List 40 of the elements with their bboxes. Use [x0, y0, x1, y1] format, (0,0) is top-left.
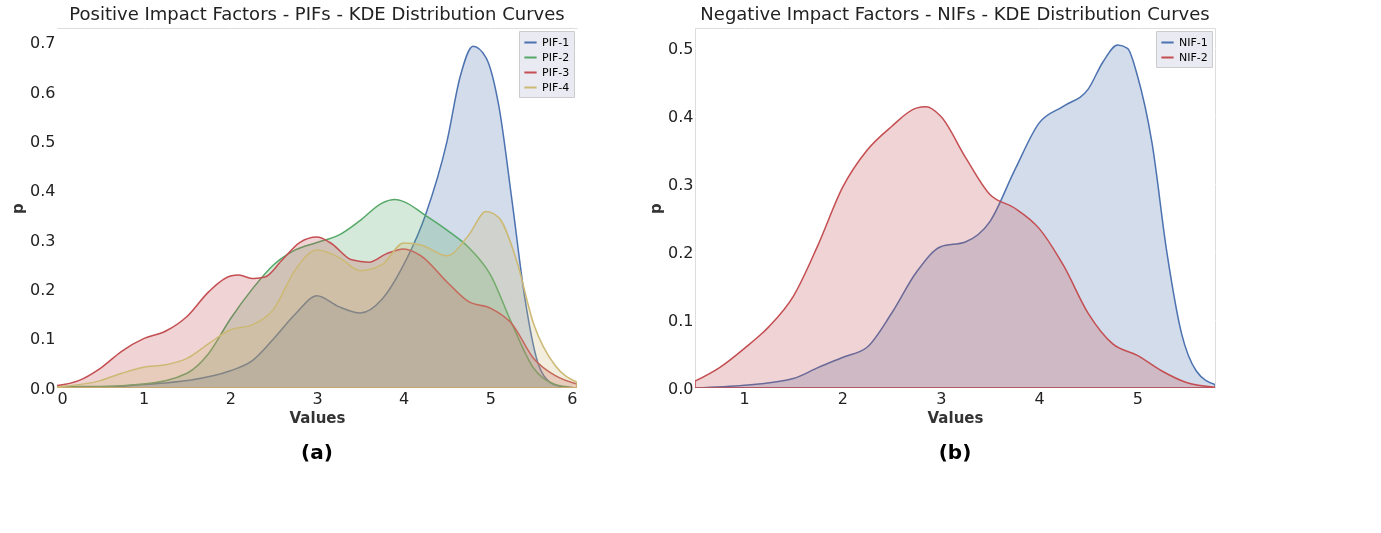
text: (a)	[301, 440, 333, 464]
y-axis-title: p	[9, 202, 28, 214]
x-tick-label: 3	[936, 388, 947, 408]
chart-title: Negative Impact Factors - NIFs - KDE Distribution Curves	[700, 3, 1210, 24]
y-tick-label: 0.5	[668, 38, 694, 58]
y-tick-label: 0.3	[668, 174, 694, 194]
x-tick-label: 0	[57, 388, 68, 408]
x-tick-label: 6	[567, 388, 578, 408]
x-tick-label: 3	[312, 388, 323, 408]
y-tick-label: 0.0	[668, 378, 694, 398]
x-tick-label: 5	[1132, 388, 1143, 408]
x-tick-label: 1	[139, 388, 150, 408]
legend-label: PIF-2	[542, 50, 570, 64]
y-tick-label: 0.6	[30, 82, 56, 102]
x-tick-label: 2	[837, 388, 849, 408]
x-tick-label: 2	[225, 388, 236, 408]
y-tick-label: 0.3	[30, 230, 56, 250]
x-tick-label: 4	[1034, 388, 1045, 408]
y-tick-label: 0.2	[30, 279, 56, 299]
y-tick-label: 0.2	[668, 242, 694, 262]
x-axis-title: Values	[289, 408, 346, 427]
y-tick-label: 0.5	[30, 131, 56, 151]
legend-label: PIF-3	[542, 65, 570, 79]
text: (b)	[938, 440, 972, 464]
x-axis-title: Values	[927, 408, 984, 427]
y-tick-label: 0.1	[30, 329, 56, 349]
y-tick-label: 0.4	[668, 106, 694, 126]
legend-label: NIF-2	[1179, 50, 1208, 64]
y-tick-label: 0.4	[30, 181, 56, 201]
y-tick-label: 0.0	[30, 378, 56, 398]
legend-label: PIF-4	[542, 80, 570, 94]
y-tick-label: 0.7	[30, 33, 56, 53]
chart-title: Positive Impact Factors - PIFs - KDE Distribution Curves	[69, 3, 565, 24]
x-tick-label: 4	[399, 388, 410, 408]
y-axis-title: p	[647, 202, 666, 214]
legend-label: NIF-1	[1179, 35, 1208, 49]
legend-label: PIF-1	[542, 35, 570, 49]
x-tick-label: 1	[739, 388, 750, 408]
y-tick-label: 0.1	[668, 310, 694, 330]
x-tick-label: 5	[485, 388, 496, 408]
